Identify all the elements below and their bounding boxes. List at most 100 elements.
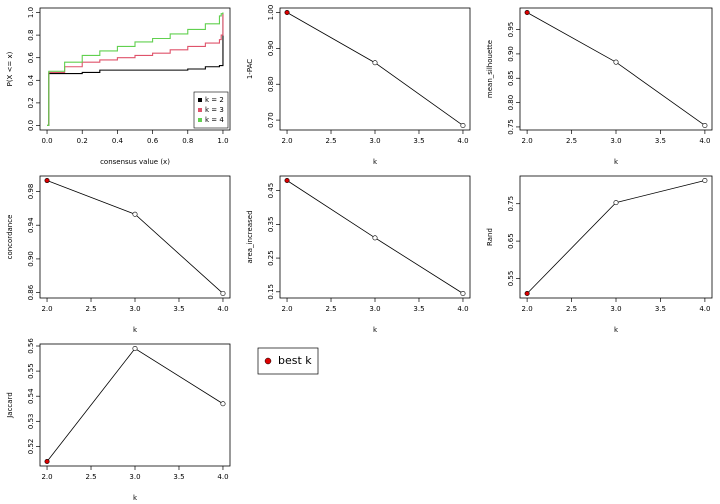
y-tick-label: 1.00 [267,5,275,21]
x-tick-label: 4.0 [699,305,710,313]
y-tick-label: 0.45 [267,183,275,199]
y-tick-label: 0.55 [27,363,35,379]
x-tick-label: 3.0 [129,305,140,313]
x-tick-label: 0.4 [112,137,124,145]
panel: 2.0 2.5 3.0 3.5 4.0 0.55 0.65 0.75 k Rand [486,175,713,334]
point [132,211,138,217]
x-tick-label: 3.5 [413,305,424,313]
y-tick-label: 0.90 [507,46,515,62]
legend-label: k = 2 [205,96,224,104]
x-tick-label: 2.5 [85,305,96,313]
x-tick-label: 2.5 [566,137,577,145]
point [613,200,619,206]
y-tick-label: 0.75 [507,196,515,212]
line [526,12,706,126]
y-tick-label: 0.35 [267,217,275,233]
x-tick-label: 3.0 [369,305,380,313]
y-tick-label: 0.53 [27,414,35,430]
x-tick-label: 2.0 [522,305,533,313]
x-tick-label: 3.0 [610,137,621,145]
point [220,290,226,296]
point [44,178,50,184]
point [132,346,138,352]
y-tick-label: 0.90 [27,251,35,267]
x-tick-label: 2.0 [281,305,292,313]
y-tick-label: 0.15 [267,284,275,300]
ecdf-line [47,12,224,127]
ecdf-line [47,12,224,127]
y-axis-label: 1-PAC [246,59,254,79]
y-axis-label: P(X <= x) [6,51,14,86]
x-tick-label: 3.0 [369,137,380,145]
line [46,180,224,294]
x-axis-label: k [133,326,138,334]
x-tick-label: 2.5 [85,473,96,481]
x-tick-label: 2.0 [41,305,52,313]
line [286,12,464,126]
plot-box [519,175,713,299]
x-tick-label: 2.5 [325,137,336,145]
y-tick-label: 0.70 [267,112,275,128]
x-tick-label: 3.5 [173,473,184,481]
x-tick-label: 4.0 [217,473,228,481]
plot-box [39,343,231,467]
y-tick-label: 0.98 [27,184,35,200]
point [460,122,466,128]
x-tick-label: 3.0 [129,473,140,481]
legend-label: k = 3 [205,106,224,114]
point [613,59,619,65]
x-tick-label: 4.0 [457,305,468,313]
x-axis-label: k [373,326,378,334]
point [460,290,466,296]
y-axis-label: Jaccard [6,392,14,419]
y-tick-label: 0.75 [507,119,515,135]
point [372,60,378,66]
y-tick-label: 0.85 [507,70,515,86]
y-tick-label: 0.80 [507,95,515,111]
panel: 2.0 2.5 3.0 3.5 4.0 0.75 0.80 0.85 0.90 0.95 k mean… [486,7,713,166]
point [702,122,708,128]
panel: 2.0 2.5 3.0 3.5 4.0 0.15 0.25 0.35 0.45 k area_inc… [246,175,471,334]
y-tick-label: 0.25 [267,250,275,266]
plot-box [39,175,231,299]
x-axis-label: consensus value (x) [100,158,170,166]
x-tick-label: 4.0 [217,305,228,313]
y-tick-label: 0.65 [507,233,515,249]
x-tick-label: 3.5 [655,305,666,313]
plot-box [279,7,471,131]
x-tick-label: 2.0 [522,137,533,145]
plot-box [39,7,231,131]
x-tick-label: 4.0 [457,137,468,145]
legend-marker [264,357,272,365]
y-tick-label: 0.8 [27,30,35,41]
y-tick-label: 0.0 [27,120,35,131]
legend-swatch [198,98,202,102]
x-tick-label: 0.8 [182,137,193,145]
y-axis-label: concordance [6,215,14,260]
panel: 2.0 2.5 3.0 3.5 4.0 0.86 0.90 0.94 0.98 k concorda… [6,175,231,334]
x-axis-label: k [373,158,378,166]
legend-label: best k [278,354,312,367]
y-tick-label: 0.94 [27,217,35,233]
legend-swatch [198,108,202,112]
plot-box [519,7,713,131]
y-tick-label: 0.54 [27,388,35,404]
x-tick-label: 0.0 [41,137,52,145]
panel: 2.0 2.5 3.0 3.5 4.0 0.70 0.80 0.90 1.00 k 1-PAC [246,5,471,166]
panel: 0.0 0.2 0.4 0.6 0.8 1.0 0.0 0.2 0.4 0.6 0.8 1.0 cons… [6,7,231,166]
x-tick-label: 2.5 [325,305,336,313]
y-tick-label: 0.90 [267,41,275,57]
y-tick-label: 0.86 [27,284,35,300]
line [46,347,224,462]
x-axis-label: k [133,494,138,502]
best-k-legend: best k [257,347,319,375]
x-axis-label: k [614,326,619,334]
x-tick-label: 2.5 [566,305,577,313]
y-tick-label: 0.95 [507,22,515,38]
x-tick-label: 1.0 [217,137,228,145]
legend-label: k = 4 [205,116,224,124]
y-tick-label: 0.80 [267,76,275,92]
y-tick-label: 0.52 [27,439,35,455]
point [524,290,530,296]
